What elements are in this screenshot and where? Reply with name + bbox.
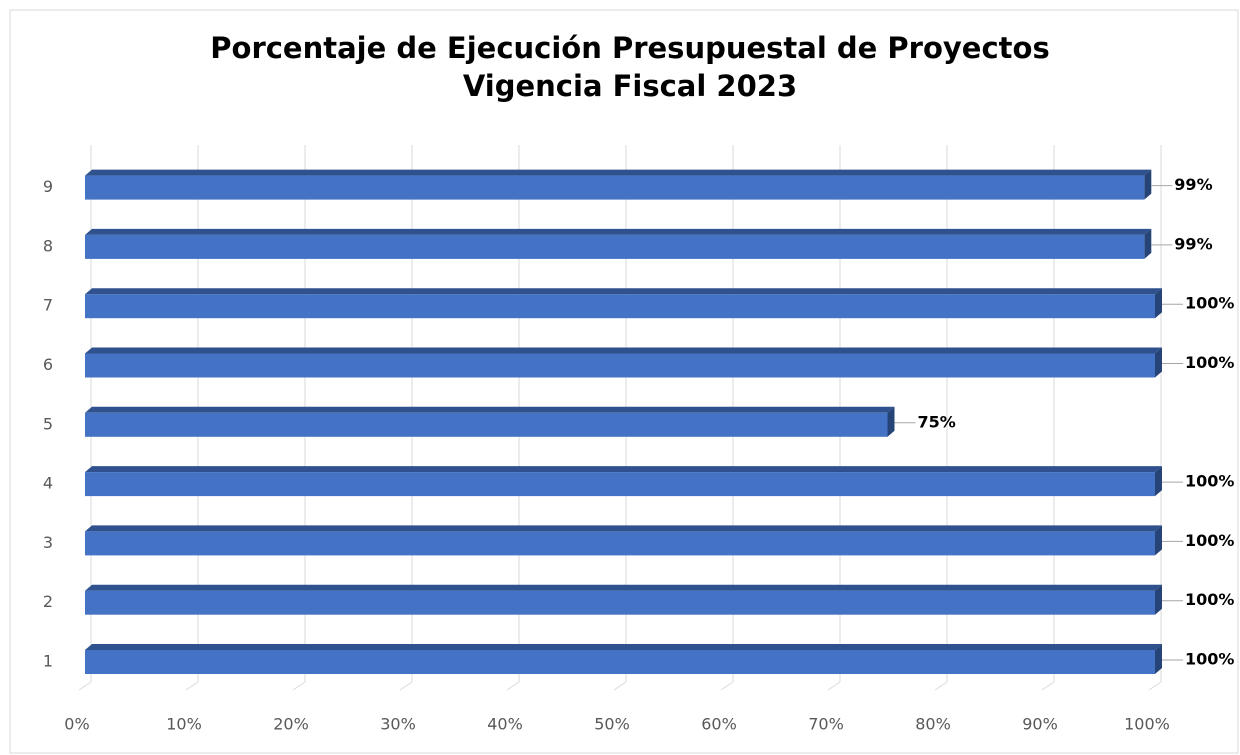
grid-line-base [506, 681, 520, 691]
bar [85, 590, 1155, 615]
x-tick-label: 50% [594, 715, 630, 734]
x-tick-label: 10% [166, 715, 202, 734]
bar-side [1155, 644, 1162, 674]
grid-line-base [399, 681, 413, 691]
y-tick-label: 2 [43, 592, 53, 611]
bar [85, 294, 1155, 319]
bar-side [1155, 288, 1162, 319]
x-tick-label: 90% [1022, 715, 1058, 734]
data-label: 99% [1174, 234, 1212, 253]
bar [85, 472, 1155, 497]
data-label: 100% [1185, 472, 1234, 491]
grid-line-base [827, 681, 841, 691]
bar [85, 234, 1145, 259]
y-tick-label: 1 [43, 652, 53, 671]
grid-line-base [185, 681, 199, 691]
data-label: 99% [1174, 175, 1212, 194]
y-tick-label: 5 [43, 414, 53, 433]
grid-line-base [1041, 681, 1055, 691]
grid-line-base [613, 681, 627, 691]
x-tick-label: 70% [808, 715, 844, 734]
bar-top [85, 406, 895, 413]
bar-side [1144, 169, 1152, 200]
bar-side [1155, 525, 1162, 556]
y-tick-label: 6 [43, 355, 53, 374]
bar [85, 175, 1145, 200]
bar-side [1155, 466, 1162, 497]
bar-top [85, 228, 1152, 235]
bar-top [85, 466, 1162, 473]
y-tick-label: 4 [43, 474, 53, 493]
x-tick-label: 0% [64, 715, 89, 734]
x-tick-label: 40% [487, 715, 523, 734]
x-tick-label: 30% [380, 715, 416, 734]
chart-title: Porcentaje de Ejecución Presupuestal de … [210, 31, 1049, 65]
y-tick-label: 9 [43, 177, 53, 196]
grid-line-base [934, 681, 948, 691]
grid-line-base [78, 681, 92, 691]
chart-subtitle: Vigencia Fiscal 2023 [463, 69, 797, 103]
bar-side [887, 406, 895, 437]
x-tick-label: 20% [273, 715, 309, 734]
data-label: 100% [1185, 650, 1234, 669]
bar-top [85, 525, 1162, 532]
grid-line-base [1148, 681, 1162, 691]
bar-side [1155, 347, 1162, 378]
data-label: 100% [1185, 294, 1234, 313]
bar [85, 353, 1155, 378]
bar [85, 531, 1155, 556]
bar-top [85, 644, 1162, 650]
data-label: 100% [1185, 590, 1234, 609]
bar-top [85, 347, 1162, 354]
grid-line-base [720, 681, 734, 691]
bar-side [1144, 228, 1152, 259]
data-label: 100% [1185, 531, 1234, 550]
y-tick-label: 7 [43, 296, 53, 315]
y-tick-label: 8 [43, 236, 53, 255]
data-label: 100% [1185, 353, 1234, 372]
chart-border [9, 9, 1239, 754]
data-label: 75% [918, 412, 956, 431]
grid-line-base [292, 681, 306, 691]
bar-side [1155, 584, 1162, 615]
x-tick-label: 100% [1124, 715, 1170, 734]
bar-top [85, 584, 1162, 591]
bar [85, 650, 1155, 674]
y-tick-label: 3 [43, 533, 53, 552]
bar [85, 412, 888, 437]
bar-top [85, 169, 1152, 176]
x-tick-label: 60% [701, 715, 737, 734]
bar-top [85, 288, 1162, 295]
x-tick-label: 80% [915, 715, 951, 734]
